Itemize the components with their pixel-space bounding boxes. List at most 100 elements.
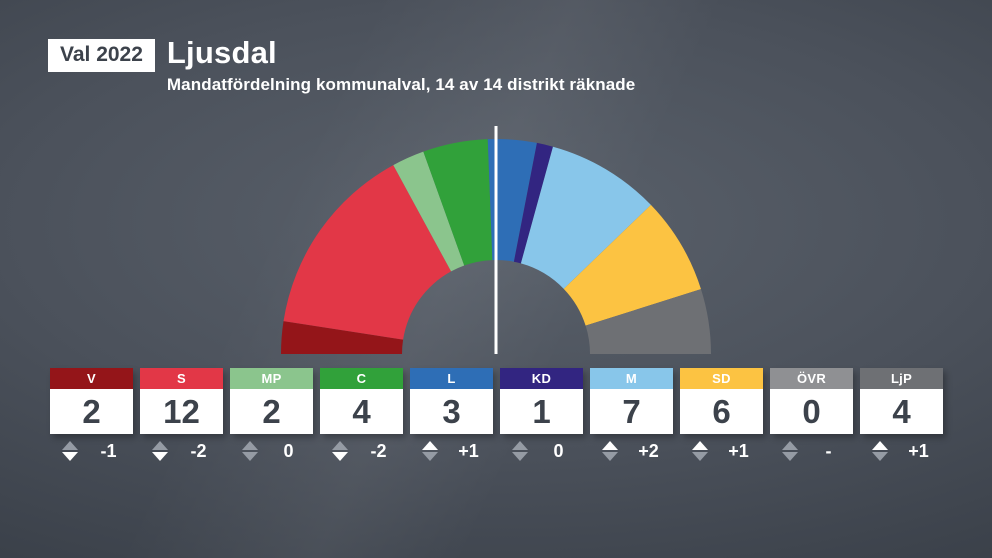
party-card-box: KD 1 (500, 368, 583, 434)
trend-down-triangle-icon (62, 452, 78, 461)
party-seats: 3 (410, 389, 493, 434)
party-change-row: - (770, 439, 853, 463)
party-card-box: L 3 (410, 368, 493, 434)
header: Val 2022 Ljusdal Mandatfördelning kommun… (48, 36, 635, 96)
party-change-value: -2 (190, 440, 207, 461)
trend-arrow-icon (152, 441, 168, 461)
arc-segment-sd (563, 204, 701, 326)
party-seats: 4 (860, 389, 943, 434)
party-header: M (590, 368, 673, 389)
trend-arrow-icon (782, 441, 798, 461)
trend-up-triangle-icon (242, 441, 258, 450)
party-change-value: 0 (553, 440, 564, 461)
party-seat-count: 7 (622, 392, 641, 430)
party-change-value: -1 (100, 440, 117, 461)
party-change-value: +1 (908, 440, 929, 461)
party-change-value: 0 (283, 440, 294, 461)
party-header: S (140, 368, 223, 389)
party-header: V (50, 368, 133, 389)
party-change-value: - (825, 440, 832, 461)
title-block: Ljusdal Mandatfördelning kommunalval, 14… (167, 36, 635, 96)
arc-segment-l (487, 139, 537, 262)
party-abbr: S (177, 371, 186, 386)
party-card-box: S 12 (140, 368, 223, 434)
party-header: MP (230, 368, 313, 389)
party-card-box: LjP 4 (860, 368, 943, 434)
trend-up-triangle-icon (422, 441, 438, 450)
trend-up-triangle-icon (872, 441, 888, 450)
party-card-box: SD 6 (680, 368, 763, 434)
trend-down-triangle-icon (692, 452, 708, 461)
party-seats: 0 (770, 389, 853, 434)
party-card-v: V 2 -1 (50, 368, 133, 463)
party-seats: 2 (230, 389, 313, 434)
trend-down-triangle-icon (782, 452, 798, 461)
party-abbr: C (356, 371, 367, 386)
trend-down-triangle-icon (512, 452, 528, 461)
party-card-sd: SD 6 +1 (680, 368, 763, 463)
party-abbr: M (625, 371, 638, 386)
party-header: SD (680, 368, 763, 389)
party-abbr: L (447, 371, 456, 386)
trend-arrow-icon (692, 441, 708, 461)
party-seat-count: 3 (442, 392, 461, 430)
party-card-l: L 3 +1 (410, 368, 493, 463)
party-seat-count: 1 (532, 392, 551, 430)
arc-segment-s (283, 165, 452, 340)
arc-segment-c (423, 139, 493, 266)
party-card-ljp: LjP 4 +1 (860, 368, 943, 463)
trend-up-triangle-icon (62, 441, 78, 450)
party-change-row: +1 (410, 439, 493, 463)
party-abbr: SD (712, 371, 731, 386)
trend-arrow-icon (512, 441, 528, 461)
trend-down-triangle-icon (422, 452, 438, 461)
party-change-value: -2 (370, 440, 387, 461)
party-card-m: M 7 +2 (590, 368, 673, 463)
trend-up-triangle-icon (782, 441, 798, 450)
party-change-value: +1 (728, 440, 749, 461)
party-card-övr: ÖVR 0 - (770, 368, 853, 463)
party-header: C (320, 368, 403, 389)
party-abbr: ÖVR (796, 371, 827, 386)
party-card-c: C 4 -2 (320, 368, 403, 463)
trend-down-triangle-icon (872, 452, 888, 461)
trend-up-triangle-icon (602, 441, 618, 450)
trend-down-triangle-icon (152, 452, 168, 461)
party-change-row: -2 (140, 439, 223, 463)
trend-arrow-icon (602, 441, 618, 461)
arc-segment-ljp (585, 289, 711, 354)
trend-up-triangle-icon (692, 441, 708, 450)
party-header: L (410, 368, 493, 389)
party-change-row: +1 (680, 439, 763, 463)
party-change-row: -2 (320, 439, 403, 463)
arc-segment-kd (513, 142, 553, 264)
party-card-box: V 2 (50, 368, 133, 434)
trend-up-triangle-icon (332, 441, 348, 450)
party-seat-count: 0 (802, 392, 821, 430)
party-header: ÖVR (770, 368, 853, 389)
party-seats: 7 (590, 389, 673, 434)
trend-down-triangle-icon (242, 452, 258, 461)
party-cards-row: V 2 -1 S 12 (50, 368, 943, 463)
trend-up-triangle-icon (512, 441, 528, 450)
party-change-row: -1 (50, 439, 133, 463)
party-seat-count: 2 (82, 392, 101, 430)
party-seat-count: 6 (712, 392, 731, 430)
party-header: LjP (860, 368, 943, 389)
trend-arrow-icon (62, 441, 78, 461)
party-seats: 4 (320, 389, 403, 434)
party-card-s: S 12 -2 (140, 368, 223, 463)
party-change-value: +1 (458, 440, 479, 461)
party-seat-count: 2 (262, 392, 281, 430)
party-abbr: KD (531, 371, 552, 386)
party-card-kd: KD 1 0 (500, 368, 583, 463)
trend-arrow-icon (332, 441, 348, 461)
party-seats: 12 (140, 389, 223, 434)
page-title: Ljusdal (166, 35, 277, 70)
trend-up-triangle-icon (152, 441, 168, 450)
party-seats: 1 (500, 389, 583, 434)
trend-down-triangle-icon (602, 452, 618, 461)
arc-segment-v (281, 321, 404, 354)
party-card-box: C 4 (320, 368, 403, 434)
